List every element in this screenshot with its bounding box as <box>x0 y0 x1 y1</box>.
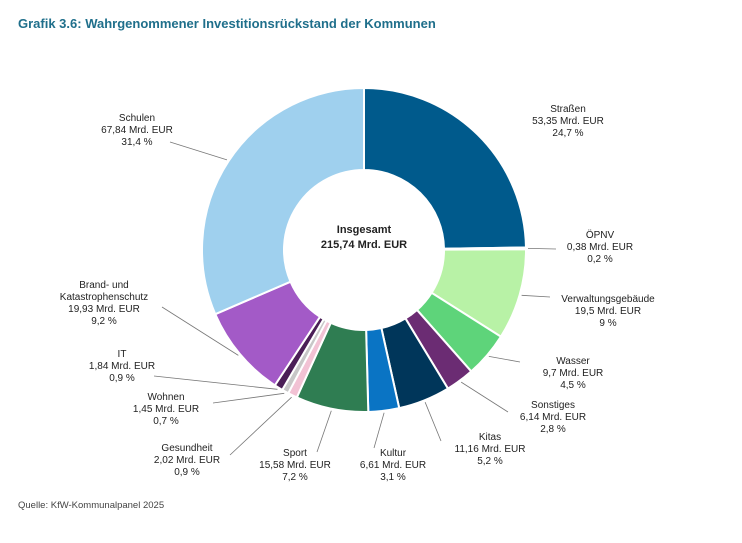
slice-label-line: 5,2 % <box>477 456 503 467</box>
slice-label-7: Sport 15,58 Mrd. EUR 7,2 % <box>259 448 331 483</box>
leader-line-3 <box>488 355 521 363</box>
chart-title: Grafik 3.6: Wahrgenommener Investitionsr… <box>18 16 436 31</box>
slice-label-2: Verwaltungsgebäude 19,5 Mrd. EUR 9 % <box>561 294 655 329</box>
leader-line-2 <box>521 294 551 298</box>
leader-line-1 <box>527 247 557 250</box>
slice-label-line: 24,7 % <box>552 128 583 139</box>
slice-label-line: Katastrophenschutz <box>60 292 148 303</box>
leader-line-10 <box>153 375 278 390</box>
slice-label-line: 9,7 Mrd. EUR <box>543 368 604 379</box>
slice-label-line: 4,5 % <box>560 380 586 391</box>
slice-label-line: Kitas <box>479 432 501 443</box>
slice-label-10: IT 1,84 Mrd. EUR 0,9 % <box>89 349 155 384</box>
leader-line-7 <box>316 410 332 453</box>
slice-label-line: 1,84 Mrd. EUR <box>89 361 155 372</box>
slice-label-12: Schulen 67,84 Mrd. EUR 31,4 % <box>101 113 173 148</box>
slice-label-line: 6,14 Mrd. EUR <box>520 412 586 423</box>
leader-lines <box>153 141 557 456</box>
slice-label-line: 19,93 Mrd. EUR <box>68 304 140 315</box>
slice-label-6: Kultur 6,61 Mrd. EUR 3,1 % <box>360 448 426 483</box>
slice-label-5: Kitas 11,16 Mrd. EUR 5,2 % <box>455 432 526 467</box>
leader-line-6 <box>373 412 385 449</box>
slice-label-4: Sonstiges 6,14 Mrd. EUR 2,8 % <box>520 400 586 435</box>
slice-label-0: Straßen 53,35 Mrd. EUR 24,7 % <box>532 104 604 139</box>
slice-label-1: ÖPNV 0,38 Mrd. EUR 0,2 % <box>567 229 633 265</box>
slice-label-9: Wohnen 1,45 Mrd. EUR 0,7 % <box>133 392 199 427</box>
slice-label-line: Kultur <box>380 448 407 459</box>
slice-label-line: IT <box>118 349 127 360</box>
slice-label-line: 9,2 % <box>91 316 117 327</box>
slice-label-11: Brand- und Katastrophenschutz 19,93 Mrd. E… <box>60 280 148 327</box>
slice-label-line: 9 % <box>599 318 616 329</box>
slice-label-line: 1,45 Mrd. EUR <box>133 404 199 415</box>
slice-label-line: 3,1 % <box>380 472 406 483</box>
slice-label-line: 19,5 Mrd. EUR <box>575 306 641 317</box>
slice-label-line: 15,58 Mrd. EUR <box>259 460 331 471</box>
slice-label-line: 67,84 Mrd. EUR <box>101 125 173 136</box>
leader-line-5 <box>424 402 442 442</box>
slice-label-line: 2,8 % <box>540 424 566 435</box>
chart-source: Quelle: KfW-Kommunalpanel 2025 <box>18 500 165 511</box>
slice-0 <box>363 86 527 250</box>
slice-label-line: Sport <box>283 448 307 459</box>
leader-line-8 <box>229 396 292 456</box>
leader-line-4 <box>460 381 509 413</box>
slice-label-line: 6,61 Mrd. EUR <box>360 460 426 471</box>
slice-label-line: 7,2 % <box>282 472 308 483</box>
slice-label-line: 11,16 Mrd. EUR <box>455 444 526 455</box>
leader-line-12 <box>169 141 228 161</box>
slice-label-line: 0,7 % <box>153 416 179 427</box>
slice-label-line: 0,2 % <box>587 254 613 265</box>
slice-label-line: 31,4 % <box>121 137 152 148</box>
slice-label-line: 2,02 Mrd. EUR <box>154 455 220 466</box>
slice-label-line: 0,9 % <box>109 373 135 384</box>
slice-label-line: Gesundheit <box>161 443 212 454</box>
slice-label-8: Gesundheit 2,02 Mrd. EUR 0,9 % <box>154 443 220 478</box>
slice-label-line: Wohnen <box>147 392 184 403</box>
slice-label-line: 0,9 % <box>174 467 200 478</box>
slice-label-line: 53,35 Mrd. EUR <box>532 116 604 127</box>
slice-12 <box>201 86 365 316</box>
leader-line-11 <box>161 306 239 356</box>
slice-label-line: Straßen <box>550 104 586 115</box>
slice-label-line: Wasser <box>556 356 590 367</box>
slice-label-line: Verwaltungsgebäude <box>561 294 655 305</box>
slice-labels: Straßen 53,35 Mrd. EUR 24,7 % ÖPNV 0,38 Mrd.… <box>60 104 655 483</box>
slice-label-3: Wasser 9,7 Mrd. EUR 4,5 % <box>543 356 604 391</box>
slice-label-line: Brand- und <box>79 280 128 291</box>
center-label-total: 215,74 Mrd. EUR <box>321 239 407 251</box>
slice-label-line: Sonstiges <box>531 400 575 411</box>
slice-label-line: 0,38 Mrd. EUR <box>567 242 633 253</box>
slice-label-line: Schulen <box>119 113 155 124</box>
center-label-title: Insgesamt <box>337 224 392 236</box>
slice-label-line: ÖPNV <box>586 229 615 241</box>
leader-line-9 <box>212 392 285 404</box>
donut-slices <box>201 86 528 413</box>
